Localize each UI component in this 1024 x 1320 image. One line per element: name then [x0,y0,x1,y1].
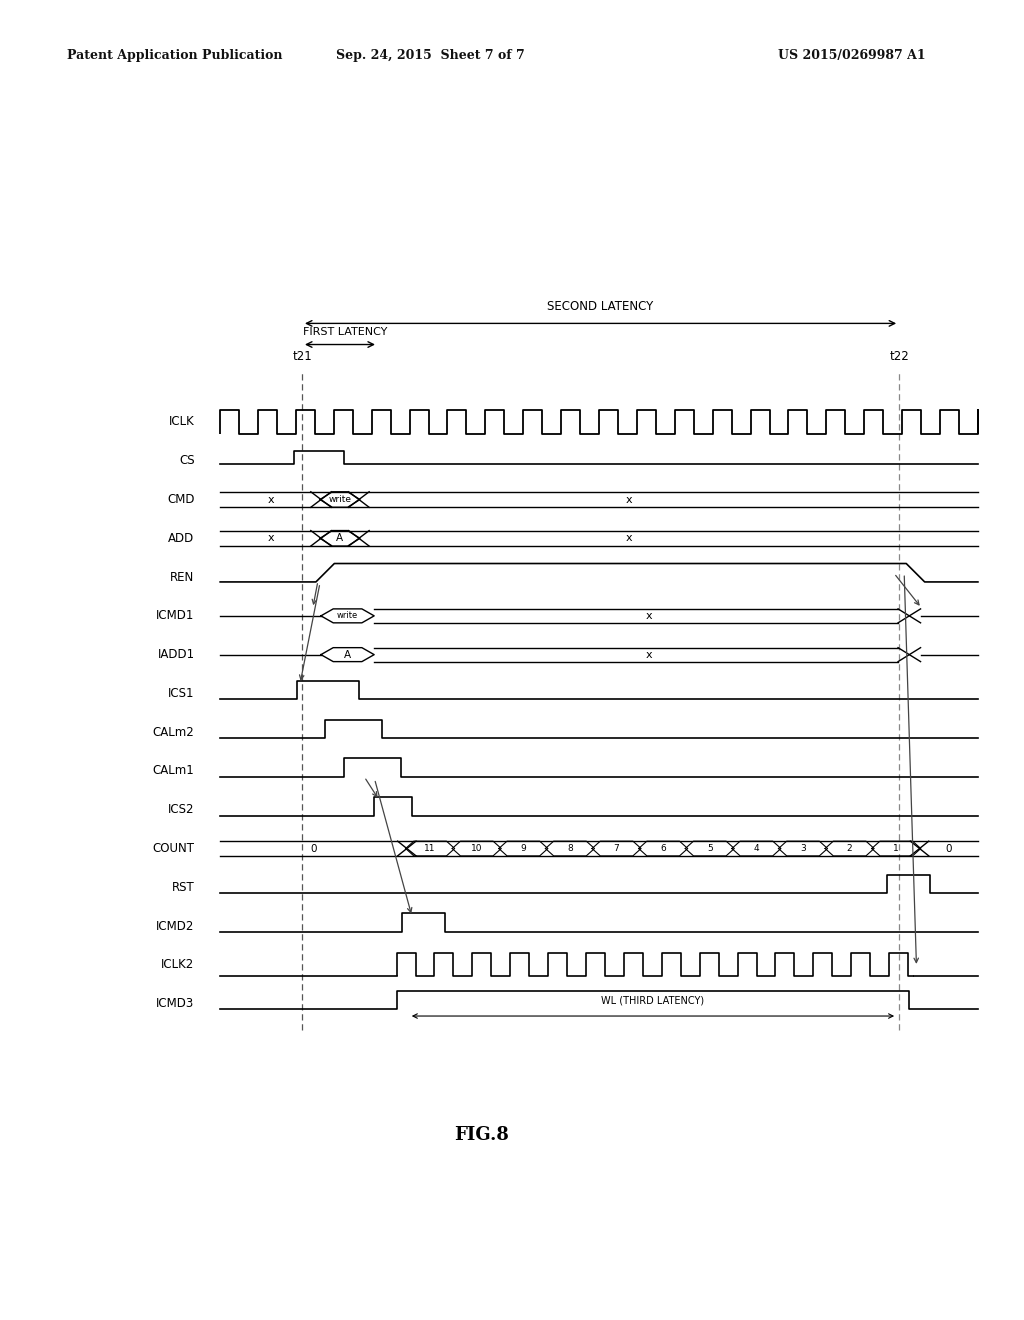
Text: ICLK2: ICLK2 [162,958,195,972]
Text: REN: REN [170,570,195,583]
Text: IADD1: IADD1 [158,648,195,661]
Text: 7: 7 [613,843,620,853]
Text: x: x [626,495,632,504]
Text: FIRST LATENCY: FIRST LATENCY [303,326,387,337]
Text: 1: 1 [893,843,899,853]
Text: 8: 8 [567,843,572,853]
Text: 5: 5 [707,843,713,853]
Text: Patent Application Publication: Patent Application Publication [67,49,282,62]
Text: x: x [267,533,273,544]
Text: CMD: CMD [167,494,195,506]
Text: CALm2: CALm2 [153,726,195,739]
Text: Sep. 24, 2015  Sheet 7 of 7: Sep. 24, 2015 Sheet 7 of 7 [336,49,524,62]
Text: 6: 6 [660,843,666,853]
Text: ICS1: ICS1 [168,686,195,700]
Text: US 2015/0269987 A1: US 2015/0269987 A1 [778,49,926,62]
Text: write: write [329,495,351,504]
Text: t22: t22 [889,350,909,363]
Text: ICLK: ICLK [169,416,195,429]
Text: CALm1: CALm1 [153,764,195,777]
Text: ICMD1: ICMD1 [157,610,195,622]
Text: 4: 4 [754,843,759,853]
Text: COUNT: COUNT [153,842,195,855]
Text: WL (THIRD LATENCY): WL (THIRD LATENCY) [601,995,705,1006]
Text: ADD: ADD [168,532,195,545]
Text: x: x [267,495,273,504]
Text: A: A [344,649,351,660]
Text: x: x [645,649,652,660]
Text: t21: t21 [292,350,312,363]
Text: A: A [337,533,343,544]
Text: 11: 11 [424,843,436,853]
Text: 2: 2 [847,843,852,853]
Text: ICMD2: ICMD2 [157,920,195,932]
Text: 9: 9 [520,843,526,853]
Text: CS: CS [179,454,195,467]
Text: FIG.8: FIG.8 [454,1126,509,1144]
Text: 0: 0 [310,843,316,854]
Text: 3: 3 [800,843,806,853]
Text: SECOND LATENCY: SECOND LATENCY [548,300,653,313]
Text: write: write [337,611,358,620]
Text: ICS2: ICS2 [168,804,195,816]
Text: x: x [626,533,632,544]
Text: 0: 0 [945,843,952,854]
Text: RST: RST [172,880,195,894]
Text: x: x [645,611,652,620]
Text: ICMD3: ICMD3 [157,997,195,1010]
Text: 10: 10 [471,843,482,853]
